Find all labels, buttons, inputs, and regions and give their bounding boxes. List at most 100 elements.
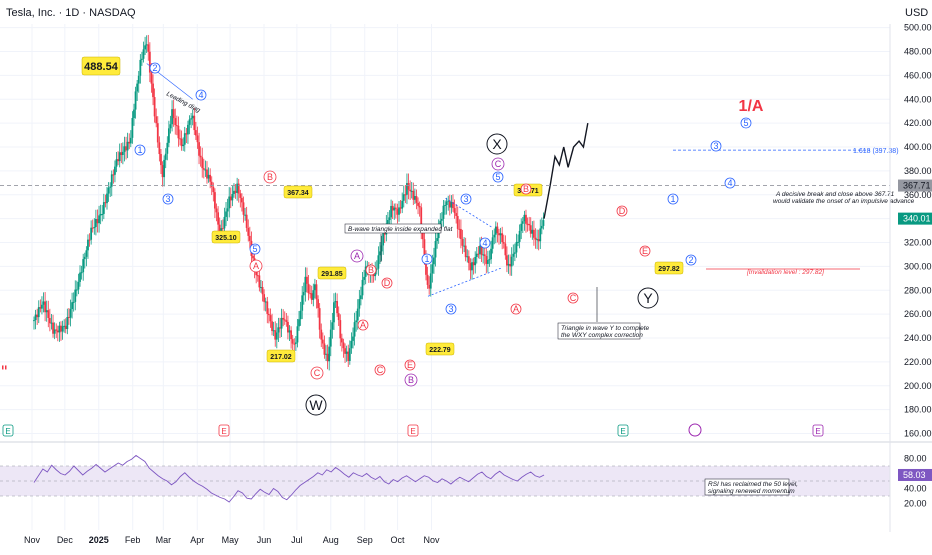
candle-body — [256, 275, 259, 277]
wave-label-circle — [710, 140, 722, 152]
candle-body — [302, 292, 305, 296]
wave-label-circle — [421, 253, 433, 265]
triangle-lower — [427, 267, 503, 297]
wave-label: 1 — [670, 194, 675, 204]
y-tick-label: 280.00 — [904, 285, 932, 295]
wave-label-circle — [149, 62, 161, 74]
candle-body — [339, 320, 342, 339]
candle-body — [236, 183, 239, 193]
candle-body — [161, 165, 164, 178]
wave-label: A — [360, 320, 366, 330]
y-tick-label: 460.00 — [904, 70, 932, 80]
candle-body — [247, 227, 250, 236]
wave-label-circle — [374, 364, 386, 376]
y-tick-label: 380.00 — [904, 166, 932, 176]
candle-body — [233, 190, 235, 195]
candle-body — [41, 304, 43, 309]
candle-body — [48, 317, 51, 324]
wave-label: 5 — [495, 172, 500, 182]
y-tick-label: 400.00 — [904, 142, 932, 152]
candle-body — [531, 229, 534, 234]
candle-body — [226, 208, 229, 212]
price-label: 291.85 — [321, 271, 343, 278]
major-wave-label: X — [492, 136, 502, 152]
candle-body — [188, 119, 191, 125]
candle-body — [387, 220, 389, 224]
y-tick-label: 440.00 — [904, 94, 932, 104]
candle-body — [482, 254, 485, 256]
y-tick-label: 420.00 — [904, 118, 932, 128]
wave-label: B — [408, 375, 414, 385]
candle-body — [404, 194, 407, 196]
candle-body — [501, 233, 504, 243]
wave-label-circle — [249, 243, 261, 255]
candle-body — [348, 348, 351, 361]
candle-body — [471, 262, 473, 271]
candle-body — [61, 326, 64, 332]
rsi-y-tick: 20.00 — [904, 499, 927, 509]
candle-body — [363, 276, 366, 280]
candle-body — [110, 174, 113, 187]
candle-body — [167, 128, 170, 143]
candle-body — [417, 202, 419, 206]
major-wave-circle — [486, 133, 508, 155]
wave-label: B — [523, 184, 529, 194]
candle-body — [66, 316, 69, 330]
candle-body — [202, 168, 205, 170]
wave-label: 2 — [688, 255, 693, 265]
wave-label: 3 — [448, 304, 453, 314]
earnings-marker-box — [218, 424, 230, 437]
resistance-tag: 367.71 — [903, 181, 931, 191]
wave-label: 3 — [165, 194, 170, 204]
candle-body — [306, 276, 308, 284]
candle-body — [456, 215, 459, 229]
candle-body — [82, 259, 85, 273]
candle-body — [172, 109, 175, 119]
candle-body — [452, 202, 454, 209]
x-tick-label: Sep — [357, 535, 373, 545]
price-label-box — [283, 185, 313, 199]
wave-label-circle — [263, 170, 277, 184]
y-tick-label: 220.00 — [904, 357, 932, 367]
rsi-note-box — [704, 478, 790, 496]
wave-label: 1 — [424, 254, 429, 264]
candle-body — [307, 283, 310, 294]
earnings-marker: E — [221, 427, 226, 436]
candle-body — [282, 317, 285, 320]
candle-body — [494, 226, 497, 235]
candle-body — [334, 301, 337, 303]
candle-body — [358, 299, 361, 309]
wave-label-circle — [365, 264, 377, 276]
candle-body — [409, 189, 412, 192]
candle-body — [104, 202, 107, 204]
price-label: 325.10 — [215, 235, 237, 242]
fib-label: 1.618 (397.38) — [853, 148, 899, 155]
candle-body — [533, 229, 535, 238]
candle-body — [326, 353, 329, 362]
wave-label-circle — [492, 171, 504, 183]
candle-body — [453, 208, 456, 214]
candle-body — [390, 205, 392, 218]
candle-body — [139, 59, 142, 76]
candle-body — [267, 313, 270, 316]
candle-body — [79, 272, 81, 282]
candle-body — [194, 130, 197, 136]
candle-body — [126, 141, 129, 151]
price-label: 222.79 — [429, 347, 451, 354]
candle-body — [214, 192, 216, 209]
candle-body — [399, 207, 402, 209]
candle-body — [204, 169, 207, 171]
candle-body — [388, 217, 391, 221]
candle-body — [55, 329, 58, 331]
candle-body — [345, 351, 348, 354]
candle-body — [201, 157, 204, 169]
candle-body — [141, 58, 143, 60]
earnings-marker: E — [815, 427, 820, 436]
x-tick-label: Dec — [57, 535, 74, 545]
price-label: 367.34 — [287, 190, 309, 197]
candle-body — [237, 183, 240, 194]
candle-body — [182, 144, 185, 147]
wave-label: A — [513, 304, 519, 314]
wave-label: B — [368, 265, 374, 275]
candle-body — [420, 207, 423, 230]
